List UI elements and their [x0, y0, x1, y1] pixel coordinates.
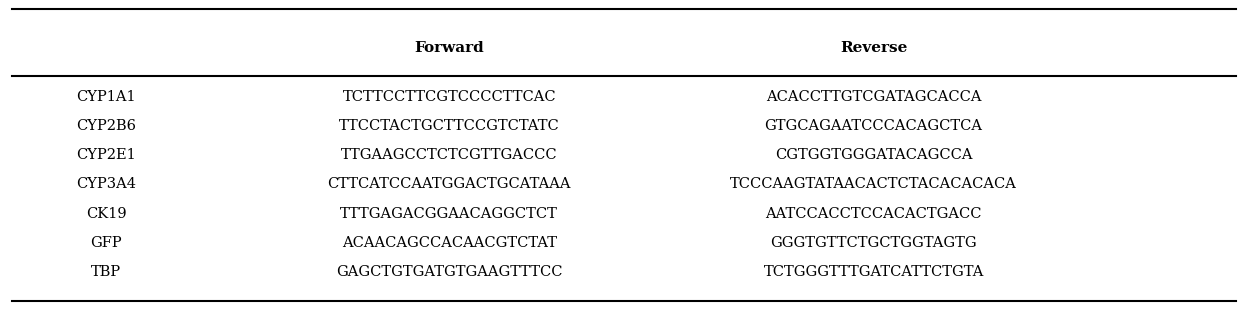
Text: TCTGGGTTTGATCATTCTGTA: TCTGGGTTTGATCATTCTGTA — [764, 265, 983, 279]
Text: Reverse: Reverse — [840, 41, 907, 55]
Text: GTGCAGAATCCCACAGCTCA: GTGCAGAATCCCACAGCTCA — [765, 119, 982, 133]
Text: TTCCTACTGCTTCCGTCTATC: TTCCTACTGCTTCCGTCTATC — [339, 119, 559, 133]
Text: GAGCTGTGATGTGAAGTTTCC: GAGCTGTGATGTGAAGTTTCC — [336, 265, 563, 279]
Text: CYP1A1: CYP1A1 — [76, 90, 136, 104]
Text: ACACCTTGTCGATAGCACCA: ACACCTTGTCGATAGCACCA — [766, 90, 981, 104]
Text: AATCCACCTCCACACTGACC: AATCCACCTCCACACTGACC — [765, 206, 982, 221]
Text: Forward: Forward — [414, 41, 484, 55]
Text: TBP: TBP — [91, 265, 121, 279]
Text: TTGAAGCCTCTCGTTGACCC: TTGAAGCCTCTCGTTGACCC — [341, 148, 558, 163]
Text: CTTCATCCAATGGACTGCATAAA: CTTCATCCAATGGACTGCATAAA — [327, 177, 572, 192]
Text: CYP2E1: CYP2E1 — [76, 148, 136, 163]
Text: TCCCAAGTATAACACTCTACACACACA: TCCCAAGTATAACACTCTACACACACA — [730, 177, 1017, 192]
Text: CYP2B6: CYP2B6 — [76, 119, 136, 133]
Text: CYP3A4: CYP3A4 — [76, 177, 136, 192]
Text: CK19: CK19 — [86, 206, 126, 221]
Text: TCTTCCTTCGTCCCCTTCAC: TCTTCCTTCGTCCCCTTCAC — [342, 90, 557, 104]
Text: CGTGGTGGGATACAGCCA: CGTGGTGGGATACAGCCA — [775, 148, 972, 163]
Text: TTTGAGACGGAACAGGCTCT: TTTGAGACGGAACAGGCTCT — [341, 206, 558, 221]
Text: GFP: GFP — [90, 235, 122, 250]
Text: ACAACAGCCACAACGTCTAT: ACAACAGCCACAACGTCTAT — [342, 235, 557, 250]
Text: GGGTGTTCTGCTGGTAGTG: GGGTGTTCTGCTGGTAGTG — [770, 235, 977, 250]
